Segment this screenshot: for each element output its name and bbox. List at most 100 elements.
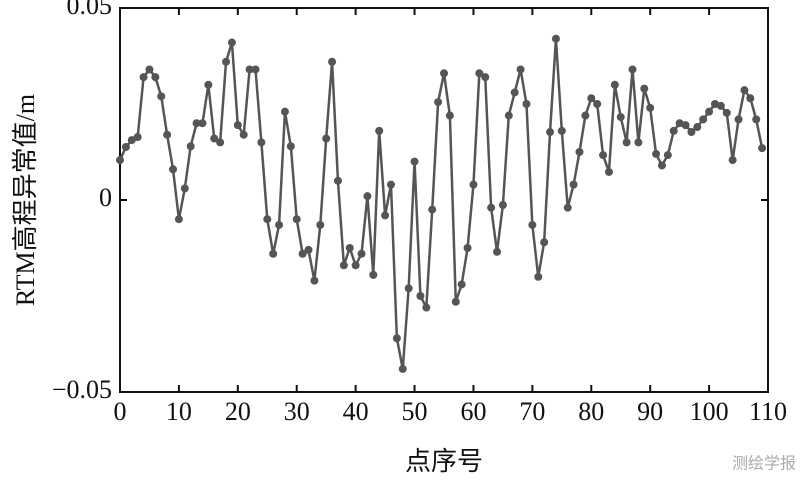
data-point	[351, 261, 360, 270]
data-point	[504, 111, 513, 120]
data-point	[663, 151, 672, 160]
x-tick-label: 50	[402, 397, 428, 426]
data-point	[528, 220, 537, 229]
data-point	[139, 73, 148, 82]
x-tick-label: 90	[637, 397, 663, 426]
y-tick-label: −0.05	[52, 375, 112, 404]
data-point	[516, 65, 525, 74]
x-tick-label: 30	[284, 397, 310, 426]
data-point	[198, 119, 207, 128]
data-point	[705, 107, 714, 116]
data-point	[457, 280, 466, 289]
data-point	[445, 111, 454, 120]
data-point	[127, 136, 136, 145]
y-axis-label: RTM高程异常值/m	[11, 94, 40, 306]
data-point	[145, 65, 154, 74]
data-point	[263, 215, 272, 224]
data-point	[716, 101, 725, 110]
data-line	[118, 38, 764, 370]
data-point	[251, 65, 260, 74]
data-point	[604, 167, 613, 176]
watermark: 测绘学报	[732, 454, 796, 473]
data-point	[610, 80, 619, 89]
data-point	[563, 203, 572, 212]
data-point	[116, 156, 124, 165]
data-point	[375, 126, 384, 135]
data-point	[634, 138, 643, 147]
data-point	[369, 270, 378, 279]
data-point	[298, 249, 307, 258]
data-point	[475, 69, 484, 78]
data-point	[333, 176, 342, 185]
data-point	[687, 128, 696, 137]
data-point	[233, 121, 242, 130]
data-point	[310, 276, 319, 285]
data-point	[227, 38, 236, 47]
data-point	[363, 192, 372, 201]
data-point	[469, 180, 478, 189]
data-point	[575, 148, 584, 156]
data-point	[752, 115, 761, 124]
x-tick-label: 100	[690, 397, 729, 426]
data-point	[174, 215, 183, 224]
data-point	[628, 65, 637, 74]
data-point	[758, 144, 767, 153]
data-point	[722, 108, 731, 117]
data-point	[186, 142, 195, 151]
data-point	[286, 142, 295, 151]
data-point	[392, 334, 401, 343]
x-tick-label: 80	[578, 397, 604, 426]
data-point	[451, 297, 460, 306]
data-point	[587, 94, 596, 103]
data-point	[699, 115, 708, 124]
data-point	[404, 284, 413, 293]
y-tick-label: 0.05	[67, 0, 113, 20]
data-point	[681, 121, 690, 130]
data-point	[222, 57, 231, 66]
data-point	[428, 205, 437, 214]
data-point	[280, 107, 289, 116]
data-point	[493, 247, 502, 256]
x-tick-label: 40	[343, 397, 369, 426]
x-tick-label: 110	[749, 397, 787, 426]
data-point	[328, 57, 337, 66]
data-point	[180, 184, 189, 193]
x-tick-label: 10	[166, 397, 192, 426]
data-point	[386, 180, 395, 189]
data-point	[728, 156, 737, 165]
data-point	[657, 161, 666, 170]
x-axis-label: 点序号	[405, 447, 483, 476]
data-point	[498, 200, 507, 209]
data-point	[622, 138, 631, 147]
data-point	[322, 134, 331, 143]
data-point	[151, 73, 160, 82]
data-point	[593, 100, 602, 108]
data-point	[599, 151, 608, 160]
data-point	[440, 69, 448, 78]
data-point	[534, 272, 543, 281]
data-point	[652, 149, 661, 158]
data-point	[581, 111, 590, 120]
data-point	[510, 88, 519, 97]
data-point	[239, 130, 248, 139]
y-tick-label: 0	[99, 183, 112, 212]
data-point	[616, 113, 625, 122]
data-point	[740, 86, 749, 95]
data-point	[210, 134, 219, 143]
data-point	[416, 292, 425, 300]
data-point	[339, 261, 348, 270]
data-point	[275, 220, 284, 229]
data-point	[693, 123, 702, 132]
data-point	[410, 157, 419, 166]
x-tick-label: 0	[114, 397, 127, 426]
data-point	[669, 126, 678, 135]
data-point	[487, 203, 496, 212]
data-point	[163, 130, 172, 139]
data-point	[216, 138, 225, 147]
data-point	[121, 143, 130, 152]
data-point	[640, 84, 649, 93]
data-point	[422, 303, 431, 312]
data-point	[157, 92, 166, 101]
